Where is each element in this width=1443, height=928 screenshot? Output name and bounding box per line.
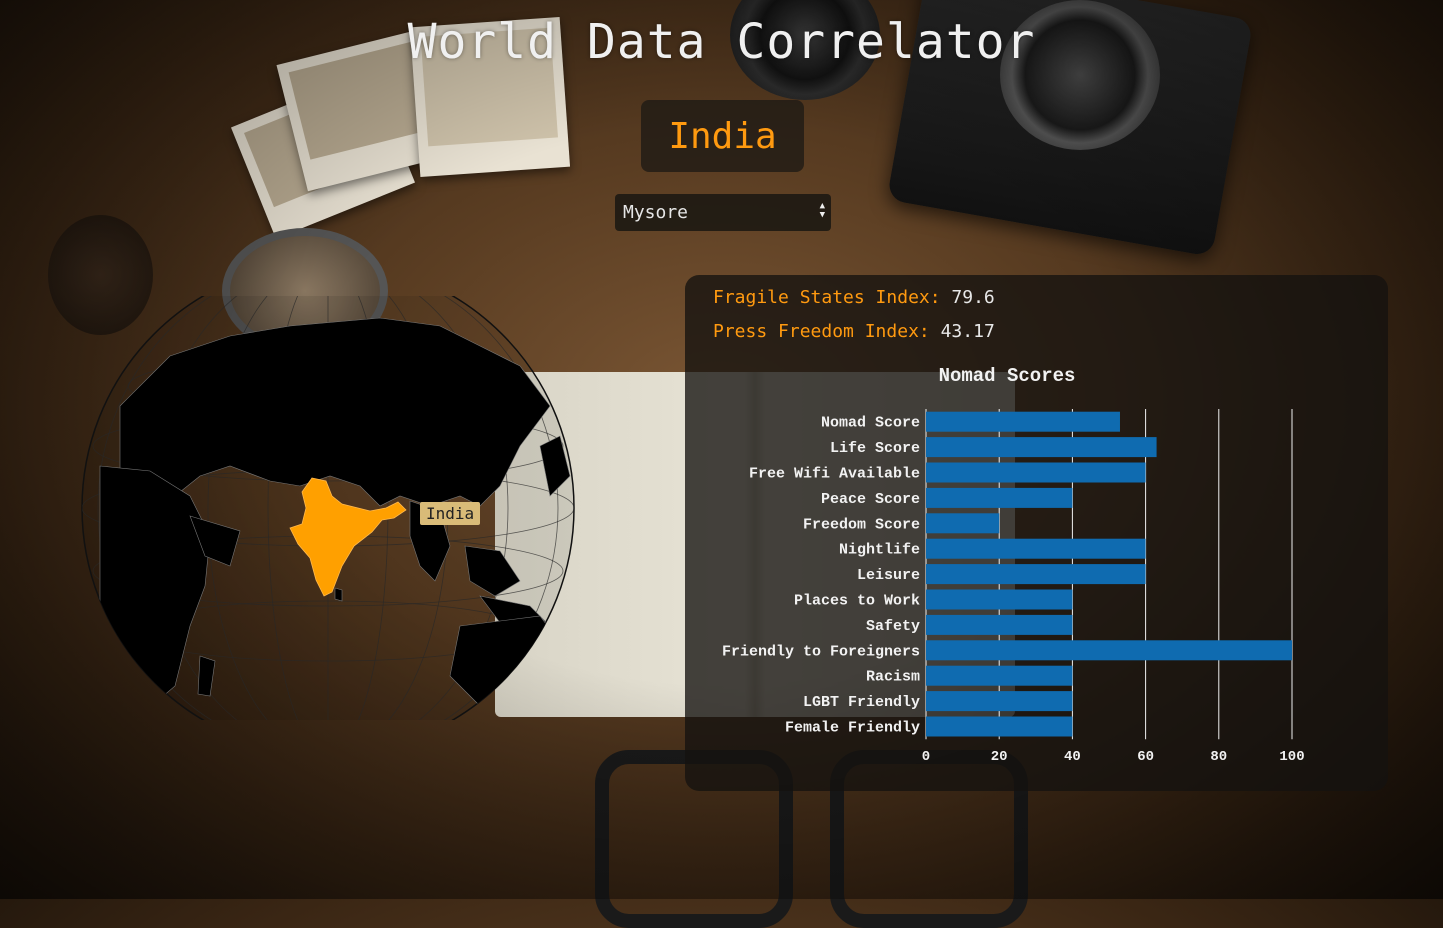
stat-label: Fragile States Index:	[713, 287, 941, 308]
y-category-label: Nightlife	[839, 542, 920, 559]
country-info-panel: Fragile States Index: 79.6 Press Freedom…	[685, 275, 1388, 791]
y-category-label: Peace Score	[821, 491, 920, 508]
country-name: India	[668, 115, 777, 157]
x-tick-label: 100	[1279, 749, 1304, 765]
country-tooltip: India	[420, 502, 481, 525]
bar[interactable]	[926, 411, 1120, 432]
city-select[interactable]: Mysore ▲ ▼	[615, 194, 831, 231]
bar[interactable]	[926, 665, 1073, 686]
y-category-label: Female Friendly	[785, 720, 920, 737]
city-select-value: Mysore	[623, 202, 689, 223]
y-category-label: Life Score	[830, 440, 920, 457]
x-tick-label: 0	[922, 749, 930, 765]
bar[interactable]	[926, 487, 1073, 508]
bar[interactable]	[926, 716, 1073, 737]
stat-label: Press Freedom Index:	[713, 321, 930, 342]
bar[interactable]	[926, 589, 1073, 610]
y-category-label: Nomad Score	[821, 415, 920, 432]
y-category-label: Leisure	[857, 567, 920, 584]
bar[interactable]	[926, 513, 1000, 534]
stat-value: 43.17	[940, 321, 995, 342]
bar[interactable]	[926, 462, 1146, 483]
bar[interactable]	[926, 640, 1292, 661]
x-tick-label: 80	[1210, 749, 1227, 765]
bar[interactable]	[926, 614, 1073, 635]
bar[interactable]	[926, 564, 1146, 585]
x-tick-label: 20	[991, 749, 1008, 765]
globe-map[interactable]	[80, 261, 580, 755]
y-category-label: Safety	[866, 618, 920, 635]
chart-title: Nomad Scores	[939, 365, 1076, 387]
select-arrows-icon: ▲ ▼	[819, 201, 825, 220]
globe-svg[interactable]	[80, 261, 580, 755]
india-country-shape[interactable]	[289, 477, 407, 597]
y-category-label: Freedom Score	[803, 516, 920, 533]
fragile-states-stat: Fragile States Index: 79.6	[713, 287, 995, 308]
bar[interactable]	[926, 437, 1157, 458]
selected-country-label: India	[641, 100, 804, 172]
y-category-label: Places to Work	[794, 593, 920, 610]
x-tick-label: 60	[1137, 749, 1154, 765]
app-title: World Data Correlator	[407, 14, 1036, 70]
nomad-scores-chart: Nomad Scores 0 20 40 60 80 100 Nomad Score Life …	[722, 365, 1305, 765]
bar[interactable]	[926, 538, 1146, 559]
y-category-label: Free Wifi Available	[749, 466, 920, 483]
bar[interactable]	[926, 691, 1073, 712]
x-tick-label: 40	[1064, 749, 1081, 765]
stat-value: 79.6	[951, 287, 995, 308]
y-category-label: Friendly to Foreigners	[722, 643, 920, 660]
y-category-label: LGBT Friendly	[803, 694, 920, 711]
press-freedom-stat: Press Freedom Index: 43.17	[713, 321, 995, 342]
y-category-label: Racism	[866, 669, 920, 686]
